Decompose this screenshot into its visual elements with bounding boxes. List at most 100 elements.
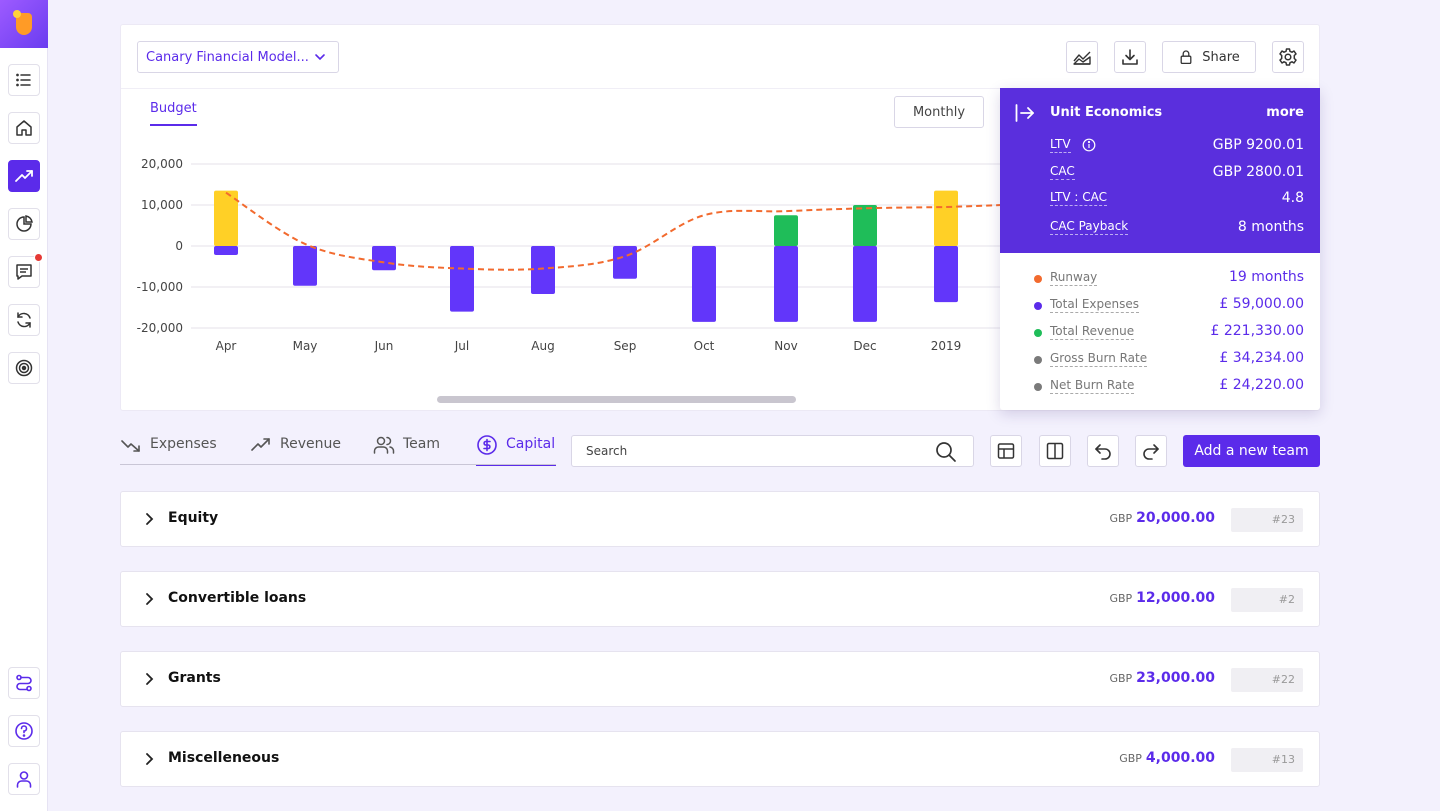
stat-runway: Runway 19 months: [1034, 269, 1304, 289]
x-tick-label: Nov: [774, 339, 797, 353]
capital-tag: #23: [1231, 508, 1303, 532]
download-icon: [1122, 49, 1138, 65]
redo-icon: [1143, 444, 1159, 460]
unit-economics-header: Unit Economics more LTV GBP 9200.01 CAC …: [1000, 88, 1320, 253]
app-logo[interactable]: [0, 0, 48, 48]
chart-view-button[interactable]: [1066, 41, 1098, 73]
capital-amount: GBP 23,000.00: [1109, 670, 1215, 686]
tab-team[interactable]: Team: [373, 436, 440, 466]
chevron-right-icon[interactable]: [142, 592, 156, 606]
amount-value: 12,000.00: [1136, 590, 1215, 606]
legend-dot: [1034, 383, 1042, 391]
currency-label: GBP: [1119, 752, 1142, 765]
metric-ltv-cac: LTV : CAC 4.8: [1050, 190, 1304, 210]
add-team-button[interactable]: Add a new team: [1183, 435, 1320, 467]
area-chart-icon: [1073, 51, 1091, 65]
x-tick-label: Sep: [614, 339, 637, 353]
settings-button[interactable]: [1272, 41, 1304, 73]
message-icon: [16, 264, 32, 280]
stat-total-revenue: Total Revenue £ 221,330.00: [1034, 323, 1304, 343]
y-tick-label: -10,000: [137, 280, 183, 294]
capital-name: Convertible loans: [168, 590, 307, 606]
x-tick-label: Oct: [694, 339, 715, 353]
flow-icon: [16, 674, 32, 692]
tab-revenue[interactable]: Revenue: [250, 436, 341, 466]
stat-net-burn-rate: Net Burn Rate £ 24,220.00: [1034, 377, 1304, 397]
sidebar-item-home[interactable]: [8, 112, 40, 144]
currency-label: GBP: [1109, 672, 1133, 685]
undo-icon: [1095, 444, 1111, 460]
model-select[interactable]: Canary Financial Model...: [137, 41, 339, 73]
stat-value: £ 221,330.00: [1210, 323, 1304, 339]
chevron-right-icon[interactable]: [142, 512, 156, 526]
sidebar-item-list[interactable]: [8, 64, 40, 96]
sidebar-item-goals[interactable]: [8, 352, 40, 384]
tabs-underline: [120, 464, 556, 465]
sidebar-item-messages[interactable]: [8, 253, 43, 288]
trending-up-icon: [15, 170, 33, 182]
redo-button[interactable]: [1135, 435, 1167, 467]
stat-label: Net Burn Rate: [1050, 378, 1135, 394]
target-icon: [15, 359, 33, 377]
legend-dot: [1034, 329, 1042, 337]
chart-bar: [774, 246, 798, 322]
table-view-button[interactable]: [990, 435, 1022, 467]
download-button[interactable]: [1114, 41, 1146, 73]
chart-bar: [531, 246, 555, 294]
table-icon: [997, 443, 1015, 459]
sidebar-item-help[interactable]: [8, 715, 40, 747]
capital-name: Miscelleneous: [168, 750, 280, 766]
stat-value: £ 59,000.00: [1219, 296, 1304, 312]
metric-label: CAC: [1050, 164, 1075, 180]
x-tick-label: Dec: [853, 339, 876, 353]
search-icon[interactable]: [935, 441, 957, 463]
chart-scrollbar[interactable]: [437, 396, 796, 403]
capital-row-miscelleneous[interactable]: Miscelleneous GBP 4,000.00 #13: [120, 731, 1320, 787]
sidebar-item-integrations[interactable]: [8, 667, 40, 699]
tab-capital[interactable]: Capital: [476, 435, 556, 466]
metric-cac-payback: CAC Payback 8 months: [1050, 219, 1304, 239]
split-view-button[interactable]: [1039, 435, 1071, 467]
dollar-circle-icon: [477, 435, 497, 455]
trending-up-icon: [251, 438, 270, 451]
sidebar-item-analytics[interactable]: [8, 208, 40, 240]
more-link[interactable]: more: [1266, 105, 1304, 120]
capital-row-equity[interactable]: Equity GBP 20,000.00 #23: [120, 491, 1320, 547]
tab-expenses[interactable]: Expenses: [120, 436, 217, 466]
share-button[interactable]: Share: [1162, 41, 1256, 73]
y-tick-label: -20,000: [137, 321, 183, 335]
sidebar-item-sync[interactable]: [8, 304, 40, 336]
capital-tag: #13: [1231, 748, 1303, 772]
chart-bar: [934, 246, 958, 303]
capital-tag: #22: [1231, 668, 1303, 692]
undo-button[interactable]: [1087, 435, 1119, 467]
tab-budget[interactable]: Budget: [150, 101, 197, 126]
currency-label: GBP: [1109, 592, 1133, 605]
chevron-right-icon[interactable]: [142, 752, 156, 766]
period-button[interactable]: Monthly: [894, 96, 984, 128]
chart-bar: [450, 246, 474, 312]
sidebar-item-trending[interactable]: [8, 160, 40, 192]
search-input[interactable]: [586, 444, 916, 458]
share-label: Share: [1202, 49, 1240, 65]
capital-row-grants[interactable]: Grants GBP 23,000.00 #22: [120, 651, 1320, 707]
chart-bar: [692, 246, 716, 322]
collapse-panel-icon[interactable]: [1015, 104, 1035, 122]
sidebar-item-profile[interactable]: [8, 763, 40, 795]
metric-value: GBP 9200.01: [1212, 137, 1304, 153]
capital-amount: GBP 4,000.00: [1119, 750, 1215, 766]
chart-bar: [214, 246, 238, 256]
info-icon[interactable]: [1082, 138, 1096, 152]
refresh-icon: [17, 312, 31, 328]
x-tick-label: May: [293, 339, 318, 353]
currency-label: GBP: [1109, 512, 1133, 525]
chevron-right-icon[interactable]: [142, 672, 156, 686]
pie-chart-icon: [16, 215, 33, 232]
legend-dot: [1034, 275, 1042, 283]
y-tick-label: 20,000: [141, 157, 183, 171]
metric-value: 8 months: [1237, 219, 1304, 235]
capital-amount: GBP 12,000.00: [1109, 590, 1215, 606]
capital-row-convertible-loans[interactable]: Convertible loans GBP 12,000.00 #2: [120, 571, 1320, 627]
metric-label: CAC Payback: [1050, 219, 1129, 235]
chart-bar: [774, 215, 798, 246]
